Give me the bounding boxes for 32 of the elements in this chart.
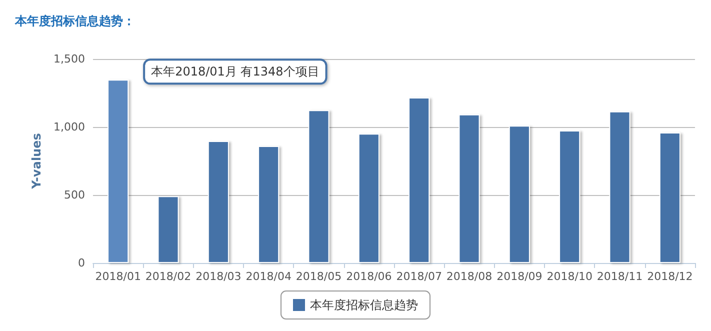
x-tick-label: 2018/01 bbox=[95, 270, 141, 283]
y-tick-label: 1,500 bbox=[54, 52, 85, 66]
x-tick-label: 2018/05 bbox=[296, 270, 342, 283]
bar bbox=[559, 130, 580, 263]
y-axis-title: Y-values bbox=[30, 133, 44, 190]
y-tick-label: 500 bbox=[64, 188, 85, 202]
bar bbox=[358, 134, 380, 263]
y-tick-label: 1,000 bbox=[54, 120, 85, 134]
bar bbox=[458, 114, 480, 263]
x-tick-label: 2018/04 bbox=[246, 270, 292, 283]
legend-label: 本年度招标信息趋势 bbox=[310, 298, 418, 312]
x-tick-label: 2018/06 bbox=[346, 270, 392, 283]
bar bbox=[208, 141, 229, 263]
bar bbox=[158, 196, 179, 263]
bar bbox=[609, 111, 630, 263]
annotation: 本年2018/01月 有1348个项目 bbox=[151, 64, 320, 79]
x-tick-label: 2018/07 bbox=[396, 270, 442, 283]
x-tick-label: 2018/08 bbox=[446, 270, 492, 283]
x-tick-label: 2018/02 bbox=[145, 270, 192, 283]
bar bbox=[308, 110, 330, 263]
chart-title: 本年度招标信息趋势： bbox=[14, 14, 135, 28]
y-tick-label: 0 bbox=[78, 256, 85, 270]
bar bbox=[108, 80, 129, 263]
x-tick-label: 2018/03 bbox=[196, 270, 242, 283]
bar bbox=[508, 126, 530, 263]
bar bbox=[408, 97, 430, 263]
x-tick-label: 2018/12 bbox=[647, 270, 693, 283]
x-tick-label: 2018/11 bbox=[596, 270, 643, 283]
bar bbox=[258, 146, 280, 263]
bar bbox=[659, 132, 680, 263]
x-tick-label: 2018/09 bbox=[496, 270, 542, 283]
x-tick-label: 2018/10 bbox=[546, 270, 592, 283]
